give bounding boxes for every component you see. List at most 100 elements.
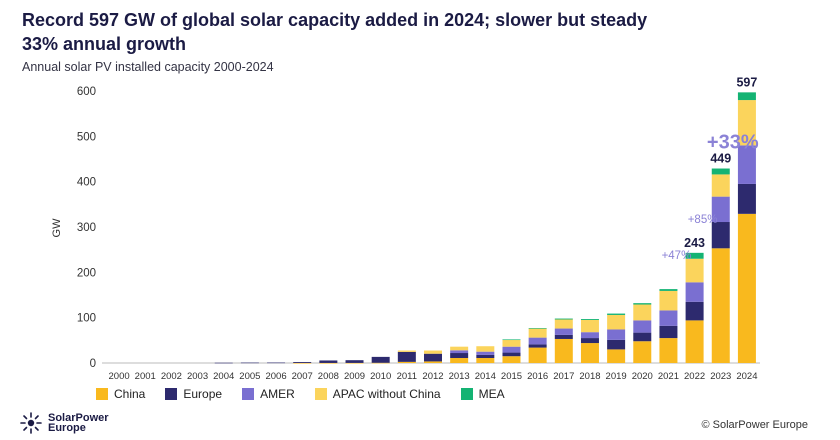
- logo-text: SolarPower Europe: [48, 412, 109, 434]
- bar-segment-apac-without-china: [607, 314, 626, 330]
- legend-swatch: [165, 388, 178, 400]
- bar-segment-europe: [293, 362, 312, 363]
- x-tick-label: 2022: [684, 371, 705, 382]
- bar-segment-mea: [633, 303, 652, 305]
- legend-label: Europe: [183, 387, 223, 401]
- bar-segment-mea: [711, 168, 730, 175]
- bar-segment-europe: [397, 351, 416, 362]
- growth-annotation: +33%: [707, 132, 759, 154]
- bar-segment-europe: [659, 325, 678, 339]
- chart-legend: China Europe AMER APAC without China MEA: [96, 387, 505, 401]
- data-label: 449: [710, 152, 731, 166]
- bar-segment-china: [580, 343, 599, 363]
- x-tick-label: 2019: [606, 371, 627, 382]
- growth-annotation: +85%: [688, 214, 718, 226]
- x-tick-label: 2001: [135, 371, 156, 382]
- bar-segment-mea: [607, 313, 626, 315]
- x-tick-label: 2012: [422, 371, 443, 382]
- y-tick-label: 500: [77, 131, 96, 143]
- y-tick-label: 0: [90, 358, 96, 370]
- bar-segment-mea: [502, 339, 521, 341]
- bar-segment-europe: [502, 352, 521, 357]
- y-tick-label: 200: [77, 267, 96, 279]
- data-label: 243: [684, 236, 705, 250]
- bar-segment-europe: [214, 362, 233, 364]
- bar-segment-apac-without-china: [502, 339, 521, 347]
- bar-segment-europe: [607, 339, 626, 350]
- bar-segment-europe: [633, 332, 652, 342]
- bar-segment-apac-without-china: [737, 100, 756, 146]
- legend-label: AMER: [260, 387, 295, 401]
- legend-label: MEA: [478, 387, 505, 401]
- bar-segment-europe: [554, 334, 573, 339]
- legend-swatch: [460, 388, 473, 400]
- bar-segment-china: [345, 362, 364, 364]
- bar-segment-mea: [580, 319, 599, 320]
- bar-segment-china: [633, 341, 652, 363]
- bar-segment-apac-without-china: [397, 350, 416, 352]
- bar-segment-apac-without-china: [554, 319, 573, 329]
- x-tick-label: 2024: [736, 371, 757, 382]
- bar-segment-europe: [528, 344, 547, 348]
- bar-segment-china: [371, 362, 390, 364]
- bar-segment-apac-without-china: [580, 319, 599, 333]
- bar-segment-amer: [685, 282, 704, 302]
- legend-item: Europe: [165, 387, 222, 401]
- bar-segment-china: [450, 358, 469, 363]
- legend-swatch: [96, 388, 108, 400]
- legend-label: APAC without China: [332, 387, 441, 401]
- bar-segment-china: [685, 320, 704, 363]
- x-tick-label: 2020: [632, 371, 653, 382]
- x-tick-label: 2023: [710, 371, 731, 382]
- bar-segment-europe: [240, 362, 259, 364]
- y-axis-label: GW: [51, 218, 63, 238]
- bar-segment-amer: [633, 320, 652, 333]
- bar-segment-europe: [685, 301, 704, 321]
- x-tick-label: 2013: [449, 371, 470, 382]
- bar-segment-amer: [711, 196, 730, 223]
- x-tick-label: 2017: [553, 371, 574, 382]
- bar-segment-mea: [659, 289, 678, 291]
- bar-segment-amer: [737, 145, 756, 184]
- bar-segment-amer: [607, 329, 626, 340]
- y-tick-label: 400: [77, 177, 96, 189]
- bar-segment-amer: [554, 328, 573, 335]
- bar-segment-apac-without-china: [476, 346, 495, 352]
- bar-segment-amer: [476, 351, 495, 355]
- legend-item: MEA: [460, 387, 505, 401]
- bar-segment-apac-without-china: [424, 350, 442, 354]
- legend-swatch: [314, 388, 327, 400]
- bar-segment-apac-without-china: [528, 328, 547, 338]
- x-tick-label: 2005: [239, 371, 260, 382]
- data-label: 597: [736, 75, 757, 89]
- x-tick-label: 2014: [475, 371, 496, 382]
- x-tick-label: 2010: [370, 371, 391, 382]
- legend-label: China: [114, 387, 146, 401]
- bar-segment-china: [319, 362, 338, 364]
- bar-segment-europe: [476, 354, 495, 359]
- solarpower-europe-logo: SolarPower Europe: [20, 412, 118, 434]
- bar-segment-amer: [450, 350, 469, 354]
- bar-segment-apac-without-china: [659, 290, 678, 311]
- bar-segment-mea: [685, 252, 704, 259]
- legend-item: China: [96, 387, 145, 401]
- x-tick-label: 2004: [213, 371, 234, 382]
- chart-title: Record 597 GW of global solar capacity a…: [22, 8, 822, 56]
- x-tick-label: 2021: [658, 371, 679, 382]
- sun-icon: [20, 412, 42, 434]
- x-tick-label: 2009: [344, 371, 365, 382]
- bar-segment-china: [476, 358, 495, 363]
- bar-segment-apac-without-china: [450, 346, 469, 351]
- x-tick-label: 2018: [579, 371, 600, 382]
- bar-segment-amer: [528, 337, 547, 345]
- bar-segment-europe: [737, 183, 756, 214]
- bar-segment-china: [397, 361, 416, 363]
- bar-segment-apac-without-china: [711, 174, 730, 197]
- bar-segment-europe: [450, 353, 469, 359]
- bar-segment-europe: [580, 338, 599, 344]
- bar-segment-china: [711, 248, 730, 363]
- x-tick-label: 2015: [501, 371, 522, 382]
- legend-item: APAC without China: [314, 387, 441, 401]
- bar-segment-europe: [371, 356, 390, 363]
- x-tick-label: 2000: [109, 371, 130, 382]
